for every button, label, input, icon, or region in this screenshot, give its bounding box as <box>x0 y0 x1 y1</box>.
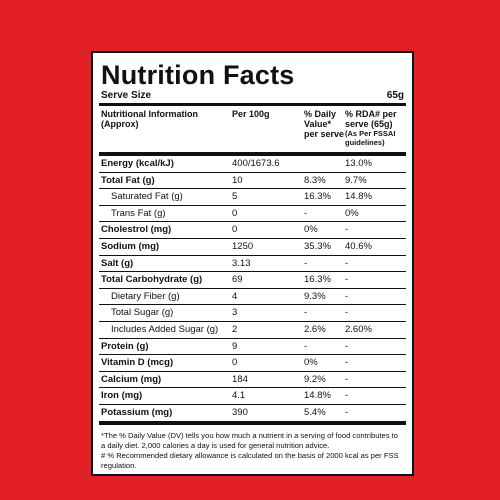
table-row: Vitamin D (mcg) 0 0% - <box>99 355 406 372</box>
per-100g-value: 0 <box>232 207 238 219</box>
per-100g-value: 390 <box>232 406 248 418</box>
table-row: Calcium (mg) 184 9.2% - <box>99 372 406 389</box>
daily-value-percent: 2.6% <box>304 323 326 335</box>
rda-percent: 13.0% <box>345 158 372 169</box>
nutrient-rows: Energy (kcal/kJ) 400/1673.6 13.0% Total Fat… <box>99 156 406 422</box>
table-row: Total Carbohydrate (g) 69 16.3% - <box>99 272 406 289</box>
nutrition-facts-label: Nutrition Facts Serve Size 65g Nutrition… <box>91 51 414 476</box>
serve-size-value: 65g <box>386 90 404 101</box>
footnote: *The % Daily Value (DV) tells you how mu… <box>99 421 406 471</box>
table-row: Salt (g) 3.13 - - <box>99 256 406 273</box>
table-row: Dietary Fiber (g) 4 9.3% - <box>99 289 406 306</box>
nutrient-name: Iron (mg) <box>101 390 143 402</box>
per-100g-value: 400/1673.6 <box>232 158 280 169</box>
daily-value-percent: 16.3% <box>304 274 331 286</box>
header-daily-value: % Daily Value* per serve <box>304 109 345 139</box>
per-100g-value: 3 <box>232 307 238 319</box>
header-rda-main: % RDA# per serve (65g) <box>345 109 397 129</box>
daily-value-percent: 14.8% <box>304 390 331 402</box>
rda-percent: - <box>345 274 349 286</box>
header-rda: % RDA# per serve (65g) (As Per FSSAI gui… <box>345 109 404 152</box>
header-nutritional-info: Nutritional Information (Approx) <box>101 109 198 129</box>
per-100g-value: 0 <box>232 224 238 236</box>
nutrient-name: Includes Added Sugar (g) <box>111 323 219 335</box>
daily-value-percent: 9.3% <box>304 290 326 302</box>
nutrient-name: Total Carbohydrate (g) <box>101 274 203 286</box>
daily-value-percent: - <box>304 257 308 269</box>
rda-percent: - <box>345 390 349 402</box>
daily-value-percent: - <box>304 340 308 352</box>
daily-value-percent: 8.3% <box>304 174 326 186</box>
daily-value-percent: 5.4% <box>304 406 326 418</box>
per-100g-value: 2 <box>232 323 238 335</box>
daily-value-percent: 35.3% <box>304 240 331 252</box>
rda-percent: 14.8% <box>345 191 372 203</box>
serve-size-label: Serve Size <box>101 90 152 101</box>
nutrient-name: Salt (g) <box>101 257 134 269</box>
table-row: Includes Added Sugar (g) 2 2.6% 2.60% <box>99 322 406 339</box>
nutrient-name: Calcium (mg) <box>101 373 162 385</box>
rda-percent: - <box>345 373 349 385</box>
rda-percent: 0% <box>345 207 359 219</box>
nutrient-name: Total Fat (g) <box>101 174 155 186</box>
rda-percent: - <box>345 290 349 302</box>
table-row: Total Sugar (g) 3 - - <box>99 305 406 322</box>
nutrient-name: Cholestrol (mg) <box>101 224 172 236</box>
daily-value-percent: 9.2% <box>304 373 326 385</box>
daily-value-percent: - <box>304 307 308 319</box>
header-per-100g: Per 100g <box>232 109 270 119</box>
per-100g-value: 69 <box>232 274 243 286</box>
nutrient-name: Energy (kcal/kJ) <box>101 158 174 169</box>
daily-value-percent: 16.3% <box>304 191 331 203</box>
table-row: Potassium (mg) 390 5.4% - <box>99 405 406 422</box>
per-100g-value: 5 <box>232 191 238 203</box>
footnote-daily-value: *The % Daily Value (DV) tells you how mu… <box>101 430 399 450</box>
table-row: Sodium (mg) 1250 35.3% 40.6% <box>99 239 406 256</box>
rda-percent: - <box>345 257 349 269</box>
rda-percent: 40.6% <box>345 240 372 252</box>
daily-value-percent: - <box>304 207 308 219</box>
table-row: Trans Fat (g) 0 - 0% <box>99 206 406 223</box>
rda-percent: - <box>345 307 349 319</box>
nutrient-name: Total Sugar (g) <box>111 307 174 319</box>
nutrient-name: Vitamin D (mcg) <box>101 357 174 369</box>
per-100g-value: 0 <box>232 357 238 369</box>
nutrient-name: Saturated Fat (g) <box>111 191 183 203</box>
table-row: Energy (kcal/kJ) 400/1673.6 13.0% <box>99 156 406 173</box>
column-headers: Nutritional Information (Approx) Per 100… <box>99 106 406 156</box>
per-100g-value: 4 <box>232 290 238 302</box>
rda-percent: - <box>345 340 349 352</box>
nutrient-name: Potassium (mg) <box>101 406 173 418</box>
per-100g-value: 3.13 <box>232 257 251 269</box>
per-100g-value: 184 <box>232 373 248 385</box>
daily-value-percent: 0% <box>304 357 318 369</box>
per-100g-value: 1250 <box>232 240 254 252</box>
rda-percent: - <box>345 406 349 418</box>
rda-percent: 2.60% <box>345 323 372 335</box>
nutrition-title: Nutrition Facts <box>101 60 295 90</box>
rda-percent: - <box>345 224 349 236</box>
serve-size-row: Serve Size 65g <box>99 89 406 106</box>
footnote-rda: # % Recommended dietary allowance is cal… <box>101 450 399 470</box>
table-row: Protein (g) 9 - - <box>99 339 406 356</box>
daily-value-percent: 0% <box>304 224 318 236</box>
nutrient-name: Protein (g) <box>101 340 149 352</box>
nutrient-name: Sodium (mg) <box>101 240 160 252</box>
per-100g-value: 4.1 <box>232 390 246 402</box>
nutrient-name: Dietary Fiber (g) <box>111 290 180 302</box>
header-rda-sub: (As Per FSSAI guidelines) <box>345 129 396 147</box>
rda-percent: 9.7% <box>345 174 367 186</box>
table-row: Iron (mg) 4.1 14.8% - <box>99 388 406 405</box>
table-row: Saturated Fat (g) 5 16.3% 14.8% <box>99 189 406 206</box>
per-100g-value: 9 <box>232 340 238 352</box>
rda-percent: - <box>345 357 349 369</box>
daily-value-percent <box>304 156 345 172</box>
table-row: Cholestrol (mg) 0 0% - <box>99 222 406 239</box>
table-row: Total Fat (g) 10 8.3% 9.7% <box>99 173 406 190</box>
nutrient-name: Trans Fat (g) <box>111 207 166 219</box>
per-100g-value: 10 <box>232 174 243 186</box>
